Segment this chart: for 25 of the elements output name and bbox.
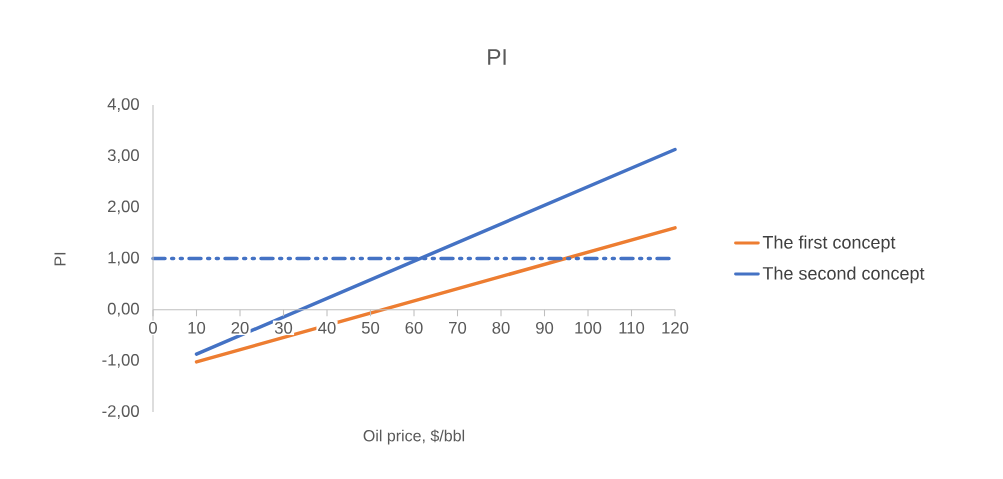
x-tick-label: 10 bbox=[188, 321, 206, 334]
x-tick-label: 0 bbox=[149, 321, 157, 334]
x-tick-label: 80 bbox=[492, 321, 510, 334]
y-tick-label: 0,00 bbox=[107, 302, 139, 317]
x-axis-title: Oil price, $/bbl bbox=[363, 429, 465, 445]
x-tick-label: 70 bbox=[449, 321, 467, 334]
x-tick-label: 90 bbox=[536, 321, 554, 334]
y-tick-label: 2,00 bbox=[108, 200, 139, 215]
y-tick-label: 1,00 bbox=[108, 251, 139, 266]
x-tick-label: 30 bbox=[274, 321, 293, 334]
chart-title: PI bbox=[488, 49, 506, 65]
legend-label: The second concept bbox=[762, 266, 925, 284]
y-axis-title: PI bbox=[54, 252, 66, 266]
x-tick-label: 110 bbox=[619, 321, 645, 334]
y-tick-label: -2,00 bbox=[102, 405, 139, 419]
legend-label: The first concept bbox=[762, 235, 896, 253]
x-tick-label: 60 bbox=[405, 321, 423, 334]
x-tick-label: 100 bbox=[575, 321, 602, 334]
x-tick-label: 20 bbox=[231, 321, 249, 334]
x-tick-label: 120 bbox=[662, 321, 689, 334]
y-tick-label: 4,00 bbox=[107, 98, 139, 112]
y-tick-label: -1,00 bbox=[102, 353, 139, 368]
x-tick-label: 40 bbox=[318, 321, 336, 334]
y-tick-label: 3,00 bbox=[107, 149, 139, 164]
x-tick-label: 50 bbox=[361, 321, 380, 334]
